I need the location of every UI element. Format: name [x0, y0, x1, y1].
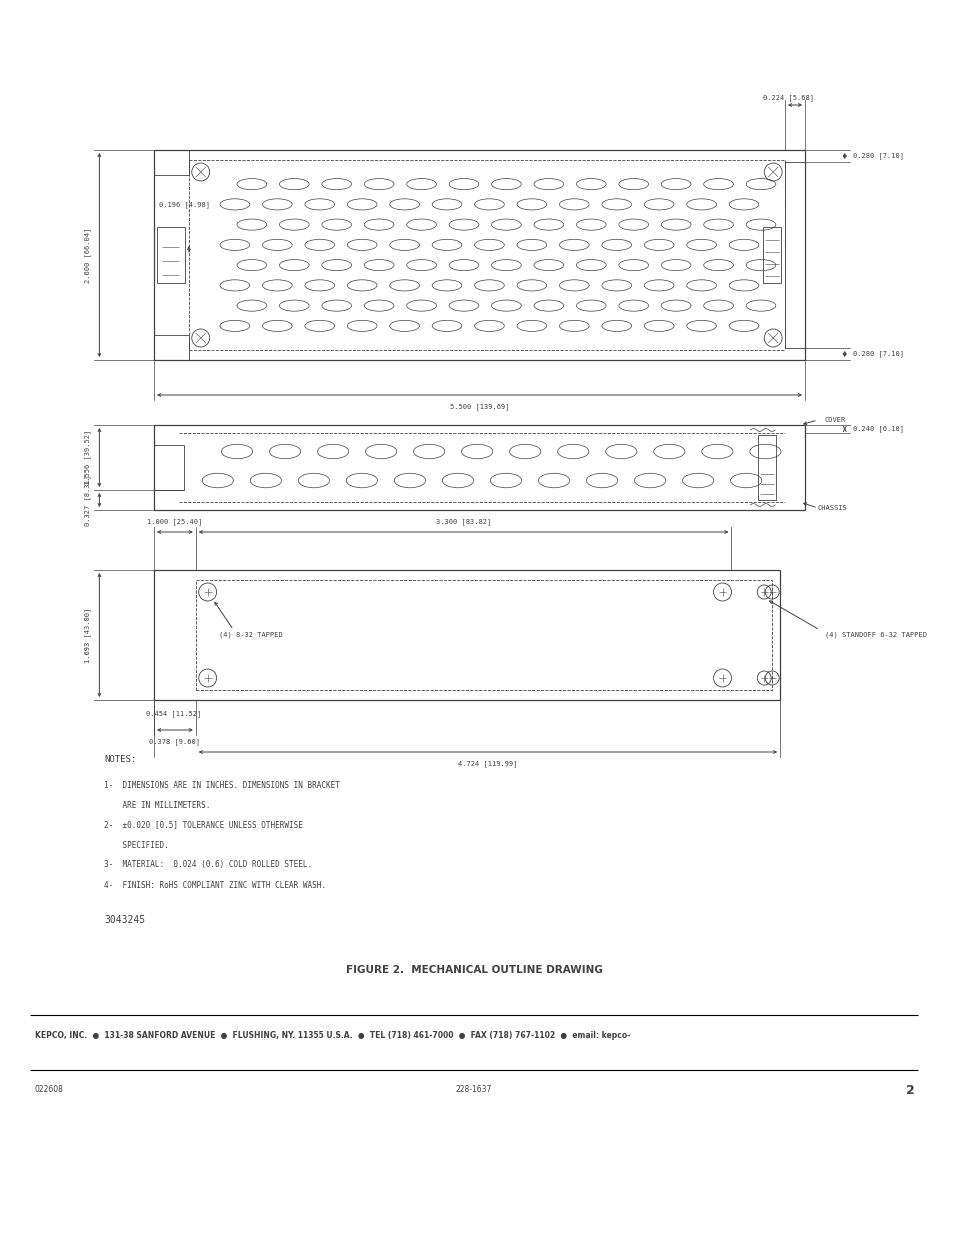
Text: 0.454 [11.52]: 0.454 [11.52] [146, 710, 201, 718]
Text: KEPCO, INC.  ●  131-38 SANFORD AVENUE  ●  FLUSHING, NY. 11355 U.S.A.  ●  TEL (71: KEPCO, INC. ● 131-38 SANFORD AVENUE ● FL… [34, 1030, 630, 1040]
Text: 022608: 022608 [34, 1086, 64, 1094]
Text: FIGURE 2.  MECHANICAL OUTLINE DRAWING: FIGURE 2. MECHANICAL OUTLINE DRAWING [345, 965, 602, 974]
Text: 0.224 [5.68]: 0.224 [5.68] [761, 95, 813, 101]
Text: 0.327 [8.31]: 0.327 [8.31] [85, 474, 91, 526]
Bar [762, 227, 781, 283]
Bar [758, 435, 776, 500]
Text: 2.600 [66.04]: 2.600 [66.04] [85, 227, 91, 283]
Text: 4.724 [119.99]: 4.724 [119.99] [457, 761, 517, 767]
Text: SPECIFIED.: SPECIFIED. [104, 841, 169, 850]
Text: 2-  ±0.020 [0.5] TOLERANCE UNLESS OTHERWISE: 2- ±0.020 [0.5] TOLERANCE UNLESS OTHERWI… [104, 820, 303, 830]
Text: 4-  FINISH: RoHS COMPLIANT ZINC WITH CLEAR WASH.: 4- FINISH: RoHS COMPLIANT ZINC WITH CLEA… [104, 881, 326, 889]
Text: 228-1637: 228-1637 [456, 1086, 492, 1094]
Bar [157, 227, 185, 283]
Text: 1.000 [25.40]: 1.000 [25.40] [147, 519, 202, 525]
Text: 5.500 [139.69]: 5.500 [139.69] [449, 404, 509, 410]
Bar [195, 580, 771, 690]
Text: 3-  MATERIAL:  0.024 (0.6) COLD ROLLED STEEL.: 3- MATERIAL: 0.024 (0.6) COLD ROLLED STE… [104, 861, 313, 869]
Text: 1-  DIMENSIONS ARE IN INCHES. DIMENSIONS IN BRACKET: 1- DIMENSIONS ARE IN INCHES. DIMENSIONS … [104, 781, 340, 789]
Text: 0.196 [4.98]: 0.196 [4.98] [159, 201, 210, 209]
Text: 0.378 [9.60]: 0.378 [9.60] [149, 739, 200, 746]
Text: 0.280 [7.10]: 0.280 [7.10] [852, 153, 902, 159]
Text: (4) STANDOFF 6-32 TAPPED: (4) STANDOFF 6-32 TAPPED [824, 632, 926, 638]
Bar [153, 571, 780, 700]
Text: COVER: COVER [824, 417, 845, 424]
Text: 0.280 [7.10]: 0.280 [7.10] [852, 351, 902, 357]
Text: 3.300 [83.82]: 3.300 [83.82] [436, 519, 491, 525]
Text: CHASSIS: CHASSIS [817, 505, 847, 511]
Text: ARE IN MILLIMETERS.: ARE IN MILLIMETERS. [104, 800, 211, 809]
Text: (4) 8-32 TAPPED: (4) 8-32 TAPPED [218, 632, 282, 638]
Text: 3043245: 3043245 [104, 915, 145, 925]
Text: NOTES:: NOTES: [104, 756, 136, 764]
Text: 1.556 [39.52]: 1.556 [39.52] [85, 430, 91, 485]
Text: 2: 2 [904, 1083, 913, 1097]
Text: 1.693 [43.00]: 1.693 [43.00] [85, 608, 91, 663]
Text: 0.240 [6.10]: 0.240 [6.10] [852, 426, 902, 432]
